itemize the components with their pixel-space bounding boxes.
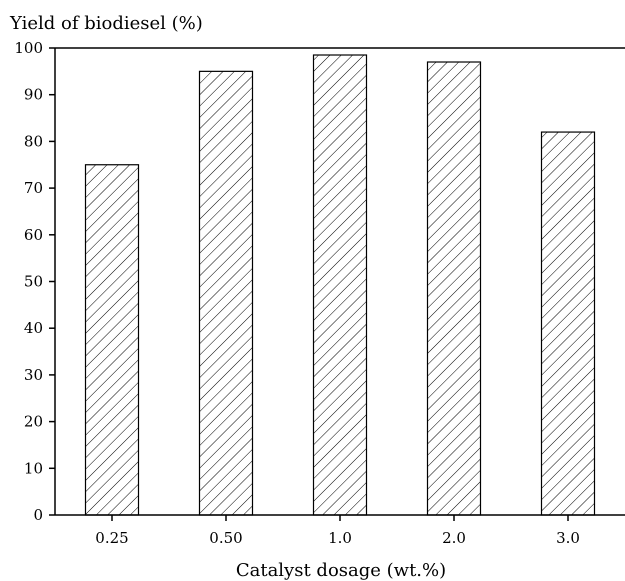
y-axis-label: Yield of biodiesel (%) [9, 13, 203, 34]
y-tick-label: 70 [24, 179, 43, 197]
y-tick-label: 50 [24, 273, 43, 291]
y-tick-label: 20 [24, 413, 43, 431]
y-tick-label: 40 [24, 319, 43, 337]
y-tick-label: 0 [33, 506, 43, 524]
x-tick-label: 1.0 [328, 529, 352, 547]
y-tick-label: 80 [24, 132, 43, 150]
x-tick-label: 3.0 [556, 529, 580, 547]
y-tick-label: 100 [14, 39, 43, 57]
x-tick-label: 2.0 [442, 529, 466, 547]
bar [540, 131, 596, 516]
y-tick-label: 60 [24, 226, 43, 244]
bar [84, 164, 140, 516]
x-tick-label: 0.50 [209, 529, 242, 547]
x-tick-label: 0.25 [95, 529, 128, 547]
plot-area: 0 10 20 30 40 50 60 70 80 90 100 0.25 0.50 1.0 2.0 3.0 [14, 39, 625, 547]
bar [426, 61, 482, 516]
y-tick-label: 10 [24, 459, 43, 477]
bar [198, 70, 254, 516]
y-tick-label: 90 [24, 86, 43, 104]
y-tick-label: 30 [24, 366, 43, 384]
bar [312, 54, 368, 516]
x-axis-label: Catalyst dosage (wt.%) [236, 560, 446, 581]
